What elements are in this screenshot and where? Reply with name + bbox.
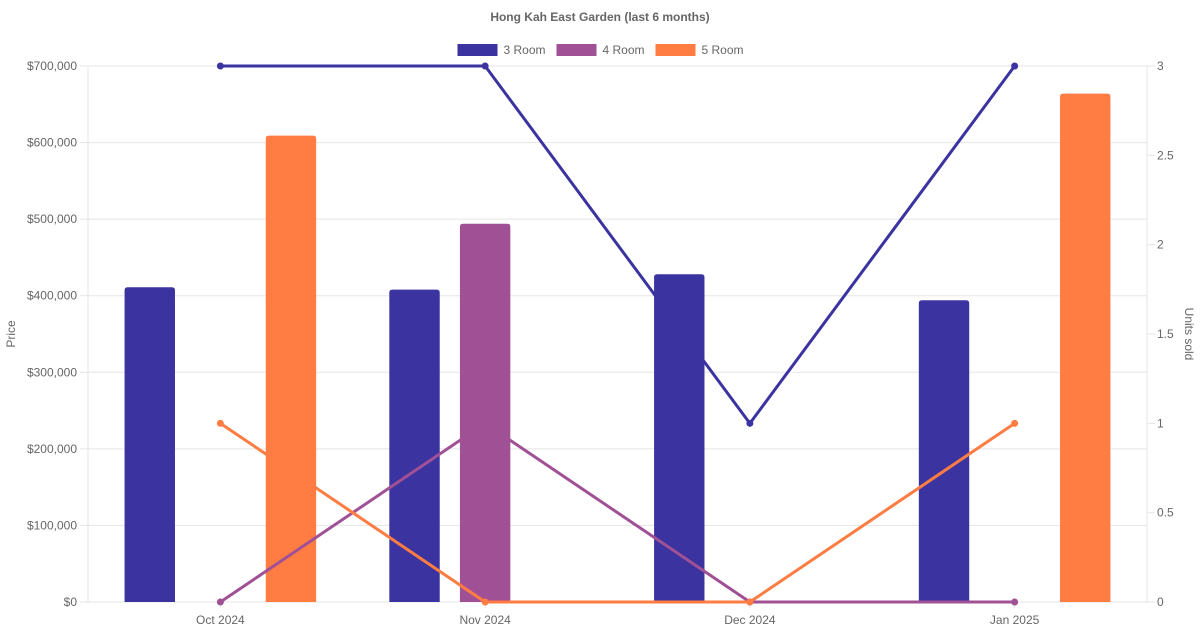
point-3-room (746, 419, 754, 427)
legend-label: 3 Room (504, 43, 546, 57)
x-tick-label: Nov 2024 (459, 613, 511, 627)
bar-3-room (124, 287, 175, 602)
legend-swatch (457, 44, 498, 56)
bar-5-room (265, 135, 317, 602)
point-3-room (1011, 62, 1019, 70)
left-tick-label: $400,000 (27, 289, 77, 303)
legend: 3 Room 4 Room 5 Room (457, 43, 744, 57)
legend-swatch (655, 44, 696, 56)
line-3-room (220, 64, 1016, 425)
legend-label: 4 Room (603, 43, 645, 57)
point-5-room (1011, 419, 1019, 427)
left-axis-ticks: $0 $100,000 $200,000 $300,000 $400,000 $500,0… (27, 59, 77, 609)
left-tick-label: $200,000 (27, 442, 77, 456)
point-4-room (1011, 598, 1019, 606)
right-tick-label: 0.5 (1157, 506, 1174, 520)
right-tick-label: 0 (1157, 595, 1164, 609)
left-tick-label: $500,000 (27, 212, 77, 226)
right-tick-label: 3 (1157, 59, 1164, 73)
lines (216, 62, 1019, 606)
point-4-room (481, 419, 489, 427)
bar-4-room (459, 223, 511, 603)
right-tick-label: 1.5 (1157, 327, 1174, 341)
point-3-room (216, 62, 224, 70)
point-5-room (481, 598, 489, 606)
left-tick-label: $600,000 (27, 136, 77, 150)
point-5-room (216, 419, 224, 427)
left-tick-label: $100,000 (27, 518, 77, 532)
left-tick-label: $700,000 (27, 59, 77, 73)
right-tick-label: 2.5 (1157, 148, 1174, 162)
right-tick-label: 1 (1157, 416, 1164, 430)
right-axis-title: Units sold (1182, 308, 1196, 361)
legend-swatch (556, 44, 597, 56)
point-5-room (746, 598, 754, 606)
legend-label: 5 Room (702, 43, 744, 57)
x-tick-label: Oct 2024 (196, 613, 245, 627)
chart-title: Hong Kah East Garden (last 6 months) (490, 10, 709, 24)
line-4-room (219, 421, 1015, 604)
bars (124, 93, 1111, 603)
line-5-room (219, 422, 1016, 604)
left-tick-label: $0 (64, 595, 78, 609)
bar-3-room (654, 274, 705, 602)
right-tick-label: 2 (1157, 238, 1164, 252)
bar-3-room (389, 289, 440, 602)
x-axis-ticks: Oct 2024 Nov 2024 Dec 2024 Jan 2025 (196, 613, 1040, 627)
right-axis-ticks: 0 0.5 1 1.5 2 2.5 3 (1157, 59, 1174, 609)
left-axis-title: Price (4, 320, 18, 348)
left-tick-label: $300,000 (27, 365, 77, 379)
bar-3-room (918, 300, 970, 602)
bar-5-room (1060, 93, 1111, 603)
x-tick-label: Jan 2025 (990, 613, 1040, 627)
point-3-room (481, 62, 489, 70)
gridlines (80, 65, 1155, 608)
x-tick-label: Dec 2024 (724, 613, 776, 627)
point-4-room (216, 598, 224, 606)
